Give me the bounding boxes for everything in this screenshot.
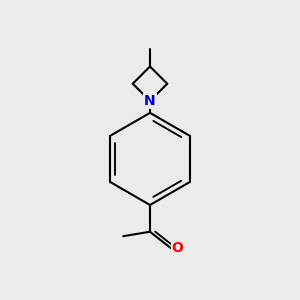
Text: N: N (144, 94, 156, 108)
Text: O: O (171, 241, 183, 255)
